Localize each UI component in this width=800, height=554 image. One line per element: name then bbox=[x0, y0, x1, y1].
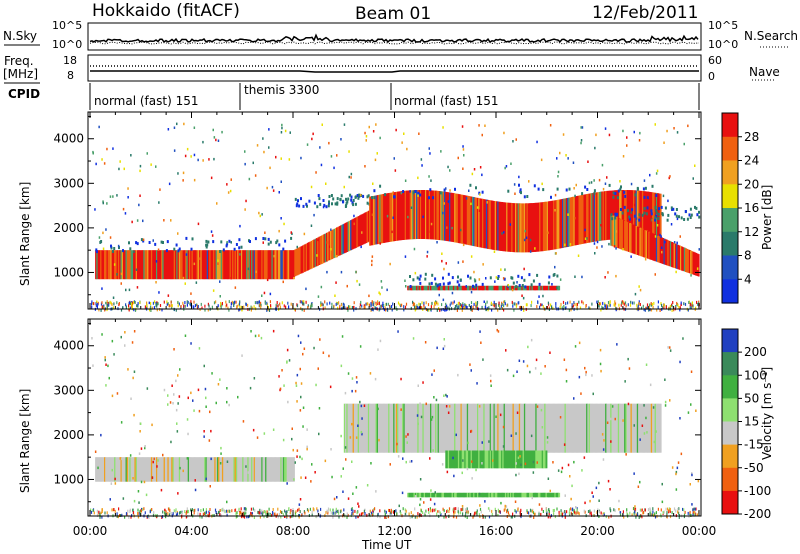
cpid-segment-3: normal (fast) 151 bbox=[394, 94, 499, 108]
noise-right-tick-bottom: 10^0 bbox=[708, 38, 739, 51]
power-x-ticks bbox=[89, 112, 700, 309]
colorbar-segment bbox=[722, 421, 738, 446]
nsearch-label: N.Search bbox=[744, 29, 799, 43]
colorbar-tick-label: 4 bbox=[744, 272, 752, 286]
date-label: 12/Feb/2011 bbox=[592, 3, 699, 23]
power-heatmap bbox=[90, 122, 701, 312]
colorbar-tick-label: -200 bbox=[744, 507, 771, 521]
beam-label: Beam 01 bbox=[355, 4, 432, 24]
colorbar-segment bbox=[722, 160, 738, 185]
x-tick-label: 00:00 bbox=[682, 524, 717, 538]
colorbar-tick-label: -15 bbox=[744, 438, 764, 452]
feature-ground-scatter-band bbox=[95, 457, 295, 482]
x-tick-label: 08:00 bbox=[276, 524, 311, 538]
colorbar-tick-label: 200 bbox=[744, 345, 767, 359]
feature-near-range-echoes bbox=[407, 492, 561, 498]
y-tick-label: 4000 bbox=[53, 339, 84, 353]
noise-search-line bbox=[89, 41, 700, 45]
colorbar-segment bbox=[722, 375, 738, 399]
freq-right-tick-top: 60 bbox=[708, 54, 722, 67]
colorbar-tick-label: 8 bbox=[744, 249, 752, 263]
noise-trace bbox=[89, 33, 700, 45]
site-title: Hokkaido (fitACF) bbox=[92, 1, 240, 21]
colorbar-segment bbox=[722, 444, 738, 469]
colorbar-tick-label: 16 bbox=[744, 201, 759, 215]
colorbar-tick-label: 20 bbox=[744, 177, 759, 191]
y-tick-label: 2000 bbox=[53, 221, 84, 235]
freq-left-tick-top: 18 bbox=[63, 54, 77, 67]
feature-rising-echo bbox=[293, 193, 371, 277]
x-tick-label: 00:00 bbox=[73, 524, 108, 538]
y-tick-label: 3000 bbox=[53, 176, 84, 190]
colorbar-segment bbox=[722, 329, 738, 353]
x-tick-label: 12:00 bbox=[377, 524, 412, 538]
power-colorbar: 4 8 12 16 20 24 28 bbox=[721, 112, 759, 304]
freq-panel-frame bbox=[87, 54, 702, 82]
velocity-colorbar: 200 100 50 15 -15 -50 -100 -200 bbox=[721, 328, 771, 521]
noise-panel-frame bbox=[87, 22, 702, 51]
feature-positive-velocity-patch bbox=[445, 450, 548, 469]
freq-left-tick-bottom: 8 bbox=[67, 69, 74, 82]
x-tick-label: 16:00 bbox=[479, 524, 514, 538]
colorbar-segment bbox=[722, 113, 738, 138]
nave-label: Nave bbox=[749, 65, 780, 79]
colorbar-segment bbox=[722, 184, 738, 209]
feature-descending-band bbox=[610, 205, 701, 277]
velocity-y-ticks: 1000 2000 3000 4000 bbox=[53, 322, 701, 503]
colorbar-tick-label: 100 bbox=[744, 368, 767, 382]
noise-left-tick-top: 10^5 bbox=[52, 19, 83, 32]
freq-right-tick-bottom: 0 bbox=[708, 70, 715, 83]
nsky-label: N.Sky bbox=[3, 29, 38, 43]
cpid-segment-1: normal (fast) 151 bbox=[94, 94, 199, 108]
cpid-label: CPID bbox=[8, 87, 41, 101]
x-axis-label: Time UT bbox=[362, 538, 412, 552]
colorbar-segment bbox=[722, 208, 738, 233]
noise-right-tick-top: 10^5 bbox=[708, 19, 739, 32]
freq-unit-label: [MHz] bbox=[3, 67, 39, 81]
colorbar-segment bbox=[722, 490, 738, 515]
colorbar-segment bbox=[722, 279, 738, 304]
colorbar-segment bbox=[722, 352, 738, 376]
colorbar-tick-label: -100 bbox=[744, 484, 771, 498]
colorbar-tick-label: 50 bbox=[744, 391, 759, 405]
colorbar-segment bbox=[722, 467, 738, 492]
velocity-x-ticks bbox=[89, 319, 700, 516]
y-tick-label: 3000 bbox=[53, 383, 84, 397]
feature-main-band bbox=[95, 236, 295, 280]
y-tick-label: 4000 bbox=[53, 132, 84, 146]
colorbar-tick-label: 28 bbox=[744, 130, 759, 144]
velocity-heatmap bbox=[90, 328, 700, 519]
colorbar-tick-label: -50 bbox=[744, 461, 764, 475]
freq-label: Freq. bbox=[4, 54, 34, 68]
x-tick-label: 20:00 bbox=[580, 524, 615, 538]
feature-ground-scatter-upper bbox=[343, 403, 662, 453]
y-tick-label: 1000 bbox=[53, 265, 84, 279]
noise-sky-line bbox=[89, 33, 699, 43]
x-tick-label: 04:00 bbox=[174, 524, 209, 538]
y-tick-label: 1000 bbox=[53, 472, 84, 486]
colorbar-tick-label: 24 bbox=[744, 154, 759, 168]
y-tick-label: 2000 bbox=[53, 428, 84, 442]
cpid-segment-2: themis 3300 bbox=[244, 83, 320, 97]
colorbar-segment bbox=[722, 136, 738, 162]
colorbar-segment bbox=[722, 231, 738, 257]
freq-solid-trace bbox=[90, 70, 699, 73]
noise-left-tick-bottom: 10^0 bbox=[52, 38, 83, 51]
feature-near-range-echoes bbox=[407, 272, 561, 291]
x-tick-labels: 00:00 04:00 08:00 12:00 16:00 20:00 00:00 bbox=[73, 524, 717, 538]
feature-upper-band bbox=[369, 183, 662, 253]
colorbar-tick-label: 12 bbox=[744, 225, 759, 239]
near-range-strip bbox=[90, 300, 700, 312]
power-y-ticks: 1000 2000 3000 4000 bbox=[53, 115, 701, 296]
colorbar-segment bbox=[722, 255, 738, 280]
colorbar-segment bbox=[722, 398, 738, 422]
colorbar-tick-label: 15 bbox=[744, 415, 759, 429]
